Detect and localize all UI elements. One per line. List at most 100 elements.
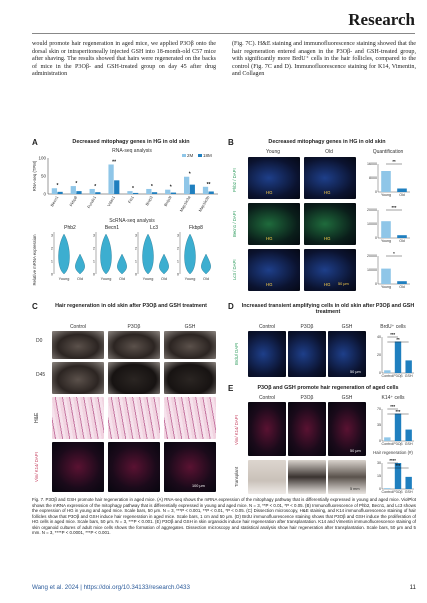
a-violin-ytick: 1 bbox=[51, 260, 53, 264]
panel-c-row-vim: Vim/ K14/ DAPI bbox=[34, 452, 39, 482]
panel-c-letter: C bbox=[32, 302, 38, 311]
a-bar-mark bbox=[57, 191, 63, 194]
a-bar-mark bbox=[89, 188, 95, 194]
panel-e-vim-gsh-image bbox=[328, 402, 366, 456]
a-bar-mark bbox=[170, 192, 177, 194]
panel-c-vim-p3ob-image bbox=[108, 442, 160, 492]
panel-b-hg-label-2: HG bbox=[324, 190, 331, 195]
panel-a-sc-subtitle: ScRNA-seq analysis bbox=[109, 218, 155, 224]
panel-c-d0-p3ob-image bbox=[108, 331, 160, 359]
a-bar-mark bbox=[151, 192, 158, 194]
a-bar-significance: ** bbox=[112, 159, 116, 165]
panel-e-quant1-title: K14⁺ cells bbox=[381, 395, 405, 401]
panel-e-vim-control-image bbox=[248, 402, 286, 456]
b-lc3-ytick: 20000 bbox=[367, 254, 377, 258]
b-lc3-ytick: 10000 bbox=[367, 268, 377, 272]
b-becn1-bar bbox=[381, 221, 391, 238]
a-violin-shape bbox=[100, 233, 112, 275]
e-hair-xtick: Control bbox=[382, 490, 394, 494]
a-violin-ylabel: Relative mRNA expression bbox=[32, 234, 37, 286]
panel-b-row-lc3: Lc3 / DAPI bbox=[232, 259, 237, 281]
panel-b-hg-label-1: HG bbox=[266, 190, 273, 195]
a-violin-ytick: 1 bbox=[93, 260, 95, 264]
a-bar-significance: * bbox=[151, 184, 153, 190]
panel-e-transplant-p3ob-image bbox=[288, 460, 326, 494]
panel-b-hg-label-3: HG bbox=[266, 236, 273, 241]
d-brdu-bar bbox=[394, 341, 402, 373]
e-k14-xtick: P3Oβ bbox=[393, 442, 402, 446]
page-number: 11 bbox=[409, 584, 416, 591]
e-hair-xtick: P3Oβ bbox=[393, 490, 402, 494]
e-hair-ytick: 30 bbox=[377, 461, 381, 465]
b-becn1-ytick: 20000 bbox=[367, 208, 377, 212]
a-violin-group-label: Young bbox=[59, 277, 70, 281]
a-bar-mark bbox=[146, 188, 152, 194]
journal-title: Research bbox=[348, 10, 415, 29]
a-violin-shape bbox=[142, 233, 154, 275]
panel-e-transplant-gsh-image bbox=[328, 460, 366, 494]
b-phb2-xtick: Young bbox=[381, 193, 391, 197]
panel-c-d0-gsh-image bbox=[164, 331, 216, 359]
a-bar-mark bbox=[127, 191, 133, 194]
page-footer: Wang et al. 2024 | https://doi.org/10.34… bbox=[32, 584, 416, 591]
b-phb2-bar bbox=[397, 188, 407, 192]
e-k14-bar bbox=[394, 413, 402, 441]
panel-b-hg-label-6: HG bbox=[324, 282, 331, 287]
panel-e-quant2-title: Hair regeneration (#) bbox=[373, 450, 413, 455]
a-violin-group-label: Old bbox=[77, 277, 83, 281]
panel-c-col-p3ob: P3Oβ bbox=[127, 324, 141, 330]
a-violin-ytick: 2 bbox=[177, 247, 179, 251]
e-hair-significance: *** bbox=[396, 463, 401, 468]
e-k14-significance: *** bbox=[390, 404, 395, 409]
b-phb2-ytick: 0 bbox=[375, 190, 377, 194]
a-violin-ytick: 2 bbox=[135, 247, 137, 251]
a-bar-ytick: 50 bbox=[41, 174, 47, 179]
b-lc3-xtick: Young bbox=[381, 285, 391, 289]
a-bar-mark bbox=[133, 192, 139, 194]
e-k14-ytick: 0 bbox=[379, 439, 381, 443]
panel-c-vim-control-image bbox=[52, 442, 104, 492]
panel-b-hg-label-4: HG bbox=[324, 236, 331, 241]
e-k14-bar bbox=[384, 437, 391, 441]
panel-b-scale-bar: 50 μm bbox=[338, 282, 349, 286]
a-violin-group-label: Old bbox=[203, 277, 209, 281]
d-brdu-bar bbox=[384, 370, 391, 373]
e-k14-xtick: GSH bbox=[405, 442, 413, 446]
e-k14-bar bbox=[405, 429, 412, 441]
panel-c-d45-control-image bbox=[52, 362, 104, 394]
d-brdu-significance: ** bbox=[396, 337, 400, 342]
a-violin-ytick: 1 bbox=[135, 260, 137, 264]
panel-b-phb2-young-image bbox=[248, 157, 300, 199]
panel-d-col-p3ob: P3Oβ bbox=[300, 324, 314, 330]
a-violin-ytick: 2 bbox=[93, 247, 95, 251]
panel-d-quant-chart: 0 20 40 Control P3Oβ GSH ***** bbox=[377, 332, 414, 378]
panel-d-letter: D bbox=[228, 302, 234, 311]
b-becn1-significance: *** bbox=[392, 205, 397, 210]
panel-c-row-d45: D45 bbox=[36, 372, 46, 378]
b-phb2-ytick: 8000 bbox=[369, 176, 377, 180]
panel-b-title: Decreased mitophagy genes in HG in old s… bbox=[268, 139, 386, 145]
a-bar-mark bbox=[202, 186, 209, 194]
a-bar-significance: * bbox=[170, 185, 172, 191]
a-bar-significance: * bbox=[56, 183, 58, 189]
panel-d-scale-bar: 50 μm bbox=[350, 370, 361, 374]
panel-c-title: Hair regeneration in old skin after P3Oβ… bbox=[55, 303, 207, 309]
a-violin-ytick: 0 bbox=[51, 273, 53, 277]
a-legend-label-18m: 18M bbox=[203, 153, 212, 158]
footer-citation[interactable]: Wang et al. 2024 | https://doi.org/10.34… bbox=[32, 584, 190, 591]
a-violin-shape bbox=[184, 233, 196, 275]
d-brdu-xtick: Control bbox=[382, 374, 394, 378]
a-violin-ytick: 3 bbox=[93, 234, 95, 238]
a-bar-significance: * bbox=[75, 181, 77, 187]
a-bar-ytick: 0 bbox=[43, 192, 46, 197]
panel-c-d45-p3ob-image bbox=[108, 362, 160, 394]
panel-b-becn1-old-image bbox=[304, 203, 356, 245]
panel-e-letter: E bbox=[228, 384, 234, 393]
panel-c-he-gsh-image bbox=[164, 397, 216, 439]
a-legend-swatch-18m bbox=[198, 154, 202, 157]
panel-c-he-control-image bbox=[52, 397, 104, 439]
a-bar-mark bbox=[114, 180, 120, 194]
panel-e-scale-bar-1: 50 μm bbox=[350, 449, 361, 453]
panel-b-quant-charts: 0 8000 16000 Young Old ** 0 10000 20000 Young Old *… bbox=[367, 159, 410, 289]
